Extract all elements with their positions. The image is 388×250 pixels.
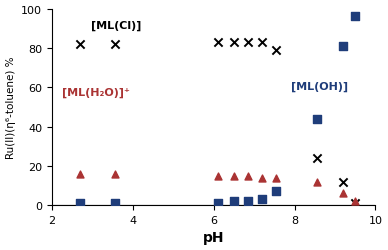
Point [215, 202, 221, 205]
Point [273, 176, 279, 180]
Point [231, 200, 237, 203]
Point [352, 15, 359, 19]
Point [231, 174, 237, 178]
Point [111, 43, 118, 47]
Point [245, 41, 251, 45]
Point [77, 202, 83, 205]
Point [340, 180, 346, 184]
Point [215, 41, 221, 45]
Point [273, 190, 279, 194]
Text: [ML(H₂O)]⁺: [ML(H₂O)]⁺ [62, 88, 130, 98]
Point [231, 41, 237, 45]
Point [273, 49, 279, 53]
Point [111, 202, 118, 205]
Point [245, 174, 251, 178]
Point [314, 180, 320, 184]
Y-axis label: Ru(II)(η⁶-toluene) %: Ru(II)(η⁶-toluene) % [5, 56, 16, 158]
Point [245, 200, 251, 203]
Point [215, 174, 221, 178]
Point [340, 45, 346, 49]
Point [77, 43, 83, 47]
Text: [ML(OH)]: [ML(OH)] [291, 82, 348, 92]
Point [259, 176, 265, 180]
Point [340, 192, 346, 196]
Point [314, 117, 320, 121]
Point [111, 172, 118, 176]
X-axis label: pH: pH [203, 230, 224, 244]
Point [314, 156, 320, 160]
Point [259, 41, 265, 45]
Text: [ML(Cl)]: [ML(Cl)] [91, 21, 141, 31]
Point [352, 202, 359, 205]
Point [259, 198, 265, 202]
Point [352, 200, 359, 203]
Point [77, 172, 83, 176]
